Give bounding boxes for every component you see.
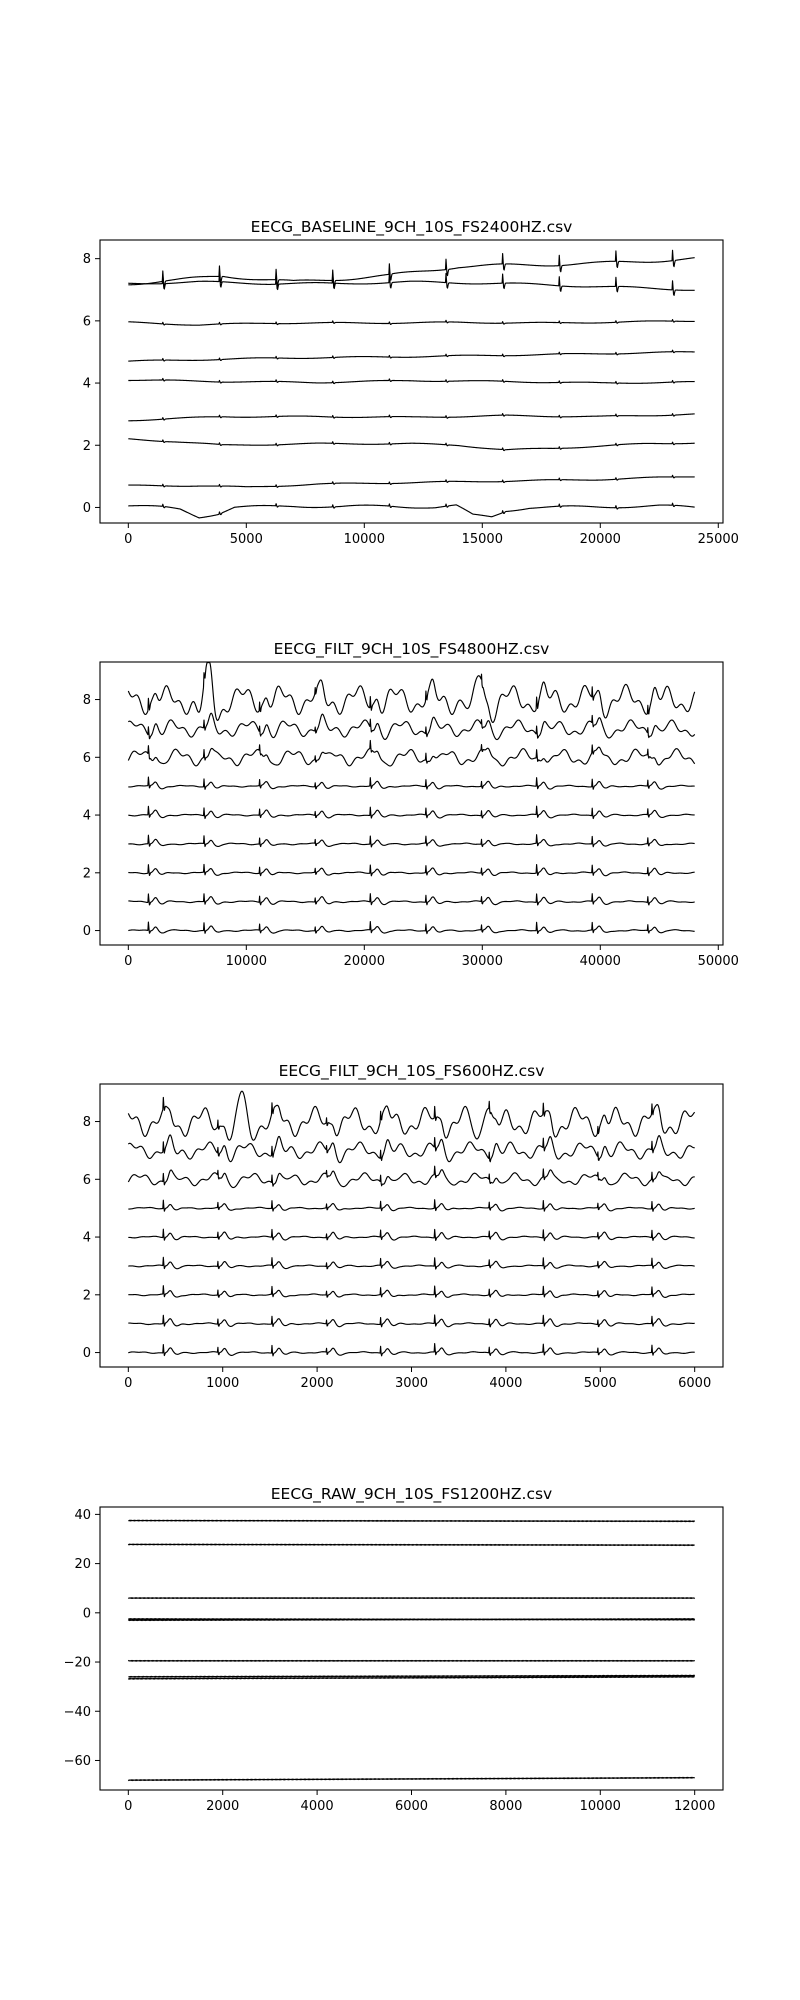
x-tick-label: 4000 [489, 1376, 522, 1391]
y-tick-label: −20 [64, 1656, 91, 1671]
series-line-ch6 [128, 349, 695, 362]
x-tick-label: 15000 [462, 532, 503, 547]
series-line-ch3 [128, 438, 695, 452]
series-line-ch5 [128, 377, 695, 385]
chart-title: EECG_FILT_9CH_10S_FS600HZ.csv [279, 1062, 545, 1081]
y-tick-label: 6 [83, 1173, 91, 1188]
x-tick-label: 10000 [226, 954, 267, 969]
series-line-ch9 [127, 1776, 696, 1782]
x-tick-label: 6000 [678, 1376, 711, 1391]
series-line-ch3 [128, 863, 695, 877]
series-line-ch6 [128, 1199, 695, 1212]
series-line-ch2 [128, 1314, 695, 1328]
y-tick-label: −40 [64, 1705, 91, 1720]
chart-panel-1: EECG_BASELINE_9CH_10S_FS2400HZ.csv 0 5000 1… [83, 218, 739, 547]
y-tick-label: 8 [83, 693, 91, 708]
series-line-ch4 [128, 1256, 695, 1270]
series-line-ch8 [127, 1134, 695, 1164]
x-tick-label: 0 [124, 1799, 132, 1814]
series-line-ch3 [127, 1597, 696, 1599]
series-line-ch6 [128, 776, 695, 790]
plot-frame [99, 1506, 724, 1791]
x-tick-label: 10000 [344, 532, 385, 547]
x-tick-label: 40000 [580, 954, 621, 969]
x-tick-label: 5000 [230, 532, 263, 547]
x-tick-label: 1000 [206, 1376, 239, 1391]
series-line-ch5 [128, 1228, 695, 1242]
x-tick-label: 3000 [395, 1376, 428, 1391]
y-tick-label: 4 [83, 809, 91, 824]
series-line-ch1 [128, 1342, 695, 1357]
x-tick-label: 10000 [580, 1799, 621, 1814]
y-tick-label: 4 [83, 1231, 91, 1246]
plot-frame [99, 661, 724, 946]
y-tick-label: 8 [83, 252, 91, 267]
series-line-ch8 [127, 712, 696, 741]
series-line-ch2 [128, 474, 695, 488]
x-tick-label: 0 [124, 954, 132, 969]
series-line-ch9 [127, 662, 696, 724]
chart-panel-4: EECG_RAW_9CH_10S_FS1200HZ.csv 0 2000 4000 60… [64, 1485, 724, 1814]
y-tick-label: 0 [83, 1346, 91, 1361]
x-tick-label: 20000 [344, 954, 385, 969]
chart-panel-2: EECG_FILT_9CH_10S_FS4800HZ.csv 0 10000 2000… [83, 640, 739, 969]
y-tick-label: 2 [83, 866, 91, 881]
y-tick-label: 8 [83, 1115, 91, 1130]
series-line-ch2 [128, 893, 695, 906]
chart-title: EECG_RAW_9CH_10S_FS1200HZ.csv [271, 1485, 552, 1504]
series-line-ch1 [128, 921, 695, 935]
series-line-ch4 [128, 834, 695, 848]
series-line-ch8 [128, 271, 695, 296]
x-tick-label: 0 [124, 1376, 132, 1391]
x-tick-label: 5000 [584, 1376, 617, 1391]
series-line-ch9 [128, 249, 695, 288]
y-tick-label: 0 [83, 924, 91, 939]
x-tick-label: 2000 [301, 1376, 334, 1391]
y-tick-label: 2 [83, 439, 91, 454]
series-line-ch6 [127, 1659, 696, 1662]
x-tick-label: 50000 [698, 954, 739, 969]
y-tick-label: 6 [83, 751, 91, 766]
y-tick-label: −60 [64, 1754, 91, 1769]
x-tick-label: 20000 [580, 532, 621, 547]
x-tick-label: 6000 [395, 1799, 428, 1814]
y-tick-label: 0 [83, 501, 91, 516]
x-tick-label: 12000 [674, 1799, 715, 1814]
y-tick-label: 0 [83, 1606, 91, 1621]
x-tick-label: 30000 [462, 954, 503, 969]
series-line-ch9 [127, 1090, 696, 1141]
y-tick-label: 40 [74, 1508, 91, 1523]
plot-frame [99, 239, 724, 524]
series-line-ch1 [128, 1519, 696, 1523]
series-line-ch5 [127, 1618, 695, 1622]
y-tick-label: 20 [74, 1557, 91, 1572]
series-line-ch3 [128, 1285, 695, 1299]
x-tick-label: 2000 [206, 1799, 239, 1814]
series-line-ch7 [128, 319, 695, 326]
y-tick-label: 6 [83, 314, 91, 329]
series-line-ch1 [128, 502, 695, 519]
series-line-ch7 [128, 1674, 696, 1678]
chart-title: EECG_BASELINE_9CH_10S_FS2400HZ.csv [251, 218, 573, 237]
series-line-ch4 [128, 413, 695, 422]
series-line-ch7 [127, 1165, 695, 1189]
series-line-ch2 [127, 1543, 695, 1547]
x-tick-label: 4000 [301, 1799, 334, 1814]
y-tick-label: 4 [83, 377, 91, 392]
series-line-ch5 [128, 805, 695, 820]
x-tick-label: 0 [124, 532, 132, 547]
chart-panel-3: EECG_FILT_9CH_10S_FS600HZ.csv 0 1000 2000 30… [83, 1062, 724, 1391]
x-tick-label: 25000 [698, 532, 739, 547]
x-tick-label: 8000 [489, 1799, 522, 1814]
series-line-ch8 [127, 1675, 695, 1680]
chart-title: EECG_FILT_9CH_10S_FS4800HZ.csv [274, 640, 550, 659]
y-tick-label: 2 [83, 1288, 91, 1303]
series-line-ch7 [127, 739, 696, 767]
